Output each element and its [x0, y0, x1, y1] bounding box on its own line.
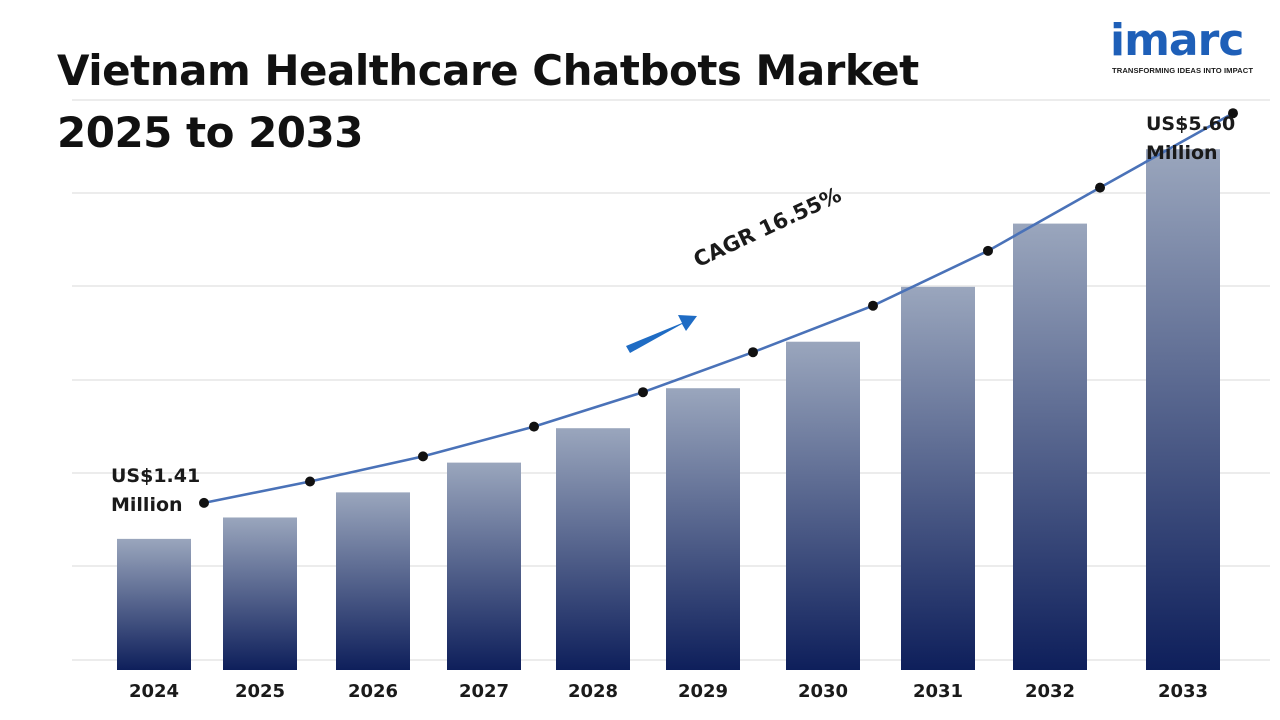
- title-line-2: 2025 to 2033: [57, 108, 363, 157]
- start-value-amount: US$1.41: [111, 465, 201, 487]
- logo-tagline: TRANSFORMING IDEAS INTO IMPACT: [1112, 66, 1254, 75]
- trend-marker-2024: [199, 497, 209, 508]
- x-tick-label: 2024: [129, 681, 179, 702]
- trend-marker-2027: [529, 421, 539, 432]
- trend-line: [203, 112, 1234, 505]
- bar-2026: [336, 492, 410, 670]
- bar-2024: [117, 538, 191, 670]
- trend-marker-2029: [748, 347, 758, 358]
- x-tick-label: 2031: [913, 681, 963, 702]
- bar-2025: [223, 517, 297, 670]
- trend-marker-2031: [983, 245, 993, 256]
- cagr-arrow-group: [626, 315, 697, 353]
- x-tick-label: 2030: [798, 681, 848, 702]
- trend-marker-2026: [418, 451, 428, 462]
- logo-wordmark: imarc: [1110, 15, 1244, 66]
- start-value-label: US$1.41 Million: [111, 462, 200, 520]
- x-tick-label: 2025: [235, 681, 285, 702]
- end-value-unit: Million: [1146, 142, 1218, 164]
- chart-title: Vietnam Healthcare Chatbots Market 2025 …: [57, 40, 919, 164]
- bar-2029: [666, 388, 740, 670]
- trend-marker-2030: [868, 300, 878, 311]
- bar-2032: [1013, 223, 1087, 670]
- bars: [117, 149, 1220, 670]
- bar-2030: [786, 341, 860, 670]
- start-value-unit: Million: [111, 494, 183, 516]
- end-value-label: US$5.60 Million: [1146, 110, 1235, 168]
- x-tick-label: 2028: [568, 681, 618, 702]
- cagr-arrow-icon: [626, 315, 697, 353]
- bar-2031: [901, 286, 975, 670]
- trend-marker-2033: [1228, 108, 1238, 119]
- title-line-1: Vietnam Healthcare Chatbots Market: [57, 46, 919, 95]
- x-tick-label: 2029: [678, 681, 728, 702]
- trend-marker-2032: [1095, 182, 1105, 193]
- x-tick-label: 2032: [1025, 681, 1075, 702]
- end-value-amount: US$5.60: [1146, 113, 1236, 135]
- x-tick-label: 2027: [459, 681, 509, 702]
- trend-marker-2028: [638, 387, 648, 398]
- x-tick-label: 2033: [1158, 681, 1208, 702]
- trend-marker-2025: [305, 476, 315, 487]
- bar-2028: [556, 428, 630, 670]
- trend-line-group: [199, 108, 1238, 508]
- bar-2033: [1146, 149, 1220, 670]
- x-tick-label: 2026: [348, 681, 398, 702]
- x-tick-labels: 2024 2025 2026 2027 2028 2029 2030 2031 2032 2033: [129, 681, 1208, 702]
- imarc-logo: imarc TRANSFORMING IDEAS INTO IMPACT: [1108, 8, 1274, 78]
- bar-2027: [447, 462, 521, 670]
